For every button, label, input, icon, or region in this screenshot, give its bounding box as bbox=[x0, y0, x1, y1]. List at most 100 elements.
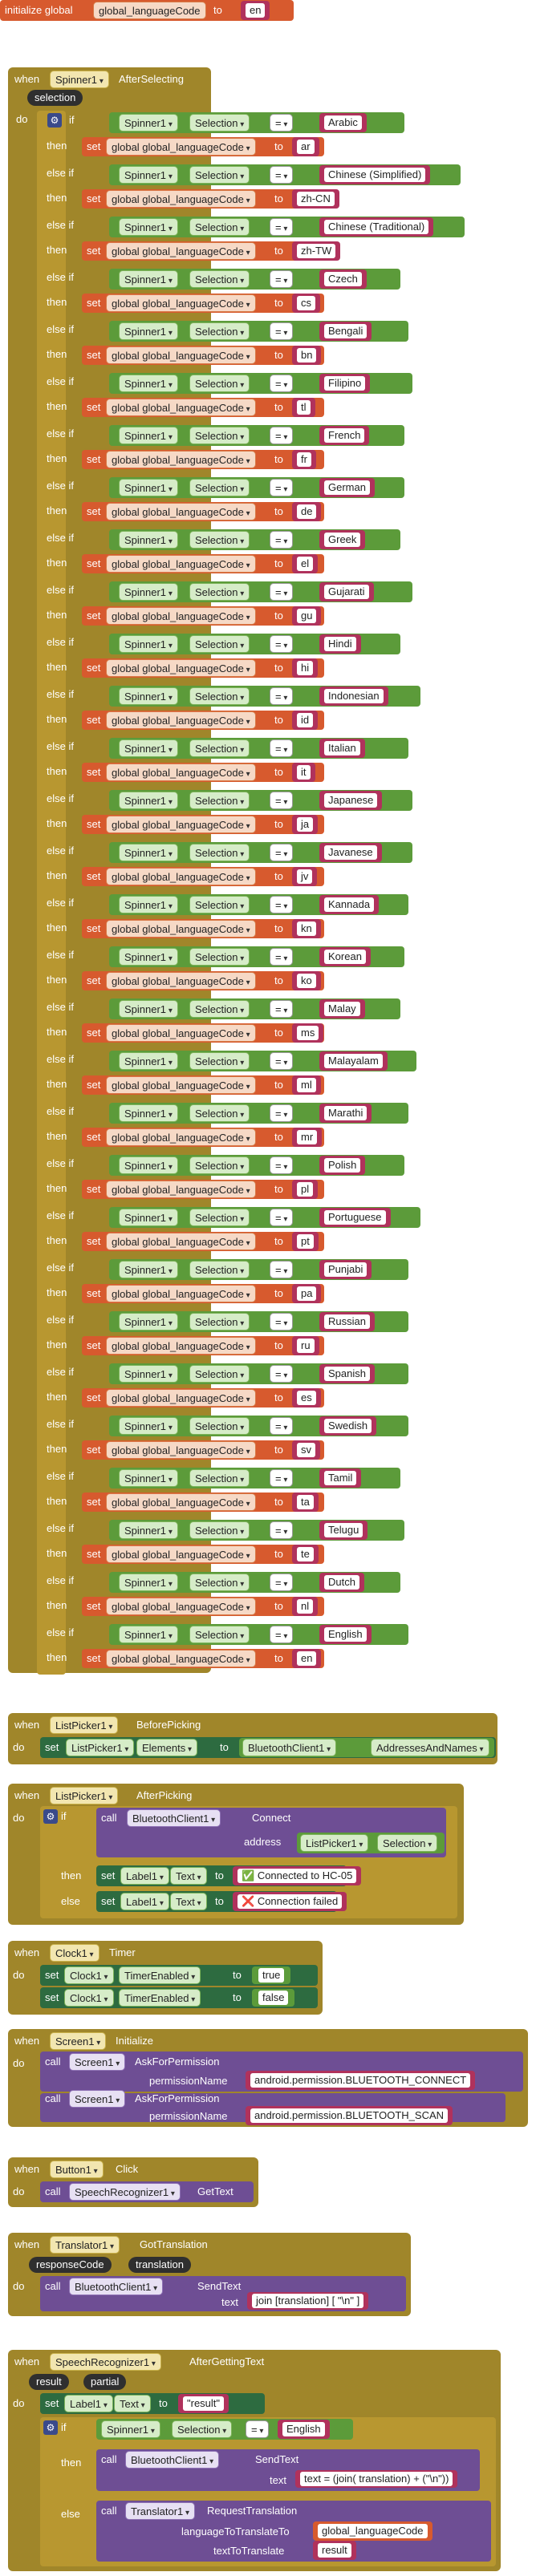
set-language-code-block[interactable]: set global global_languageCode to ml bbox=[82, 1075, 324, 1095]
set-language-code-block[interactable]: set global global_languageCode to pa bbox=[82, 1284, 324, 1303]
set-language-code-block[interactable]: set global global_languageCode to gu bbox=[82, 606, 324, 626]
equals-operator-dropdown[interactable]: = bbox=[270, 687, 294, 705]
set-language-code-block[interactable]: set global global_languageCode to en bbox=[82, 1649, 324, 1668]
language-code-text[interactable]: it bbox=[297, 765, 311, 780]
compare-spinner-condition[interactable]: Spinner1 Selection = French bbox=[109, 425, 404, 446]
language-name-text[interactable]: Malay bbox=[324, 1002, 360, 1016]
set-language-code-block[interactable]: set global global_languageCode to ta bbox=[82, 1493, 324, 1512]
ask-permission-scan-call[interactable]: call Screen1 AskForPermission permission… bbox=[40, 2090, 506, 2125]
selection-property-dropdown[interactable]: Selection bbox=[189, 270, 250, 288]
language-name-text[interactable]: Japanese bbox=[324, 793, 378, 808]
speech-gettext-call[interactable]: call SpeechRecognizer1 GetText bbox=[40, 2181, 254, 2202]
speech-aftergettingtext-event[interactable]: when SpeechRecognizer1 AfterGettingText … bbox=[8, 2350, 501, 2571]
spinner-dropdown[interactable]: Spinner1 bbox=[119, 427, 178, 444]
language-code-string[interactable]: ko bbox=[292, 971, 321, 990]
set-language-code-block[interactable]: set global global_languageCode to de bbox=[82, 502, 324, 521]
bluetooth-component-dropdown[interactable]: BluetoothClient1 bbox=[242, 1739, 337, 1756]
spinner-dropdown[interactable]: Spinner1 bbox=[119, 896, 178, 913]
selection-property-dropdown[interactable]: Selection bbox=[189, 1156, 250, 1174]
compare-spinner-condition[interactable]: Spinner1 Selection = Swedish bbox=[109, 1416, 408, 1436]
language-code-text[interactable]: ta bbox=[297, 1495, 314, 1509]
if-else-block[interactable]: ⚙ if Spinner1 Selection = English then c… bbox=[40, 2417, 496, 2566]
compare-spinner-condition[interactable]: Spinner1 Selection = Indonesian bbox=[109, 686, 420, 707]
language-name-string[interactable]: Telugu bbox=[319, 1521, 368, 1540]
spinner-dropdown[interactable]: Spinner1 bbox=[119, 479, 178, 496]
equals-operator-dropdown[interactable]: = bbox=[270, 1521, 294, 1539]
compare-spinner-condition[interactable]: Spinner1 Selection = English bbox=[109, 1624, 408, 1645]
language-code-string[interactable]: pt bbox=[292, 1232, 319, 1251]
language-name-string[interactable]: Malayalam bbox=[319, 1051, 388, 1071]
language-code-string[interactable]: fr bbox=[292, 450, 316, 469]
variable-dropdown[interactable]: global global_languageCode bbox=[106, 607, 256, 625]
set-language-code-block[interactable]: set global global_languageCode to id bbox=[82, 711, 324, 730]
property-dropdown[interactable]: Elements bbox=[136, 1739, 198, 1756]
spinner-dropdown[interactable]: Spinner1 bbox=[119, 1365, 178, 1383]
selection-property-dropdown[interactable]: Selection bbox=[189, 531, 250, 549]
language-code-text[interactable]: el bbox=[297, 557, 314, 571]
variable-dropdown[interactable]: global global_languageCode bbox=[106, 138, 256, 156]
spinner-component-dropdown[interactable]: Spinner1 bbox=[50, 71, 109, 88]
language-name-string[interactable]: Italian bbox=[319, 739, 365, 758]
connected-string[interactable]: ✅ Connected to HC-05 bbox=[233, 1866, 362, 1885]
if-elseif-block[interactable] bbox=[37, 111, 66, 1675]
language-name-text[interactable]: Chinese (Simplified) bbox=[324, 168, 426, 182]
variable-dropdown[interactable]: global global_languageCode bbox=[106, 711, 256, 729]
english-string[interactable]: English bbox=[278, 2420, 330, 2439]
compare-spinner-condition[interactable]: Spinner1 Selection = Chinese (Simplified) bbox=[109, 164, 461, 185]
variable-dropdown[interactable]: global global_languageCode bbox=[106, 190, 256, 208]
language-code-string[interactable]: ar bbox=[292, 137, 319, 156]
variable-dropdown[interactable]: global global_languageCode bbox=[106, 763, 256, 781]
language-name-string[interactable]: Arabic bbox=[319, 113, 367, 132]
set-language-code-block[interactable]: set global global_languageCode to nl bbox=[82, 1597, 324, 1616]
listpicker-component-dropdown[interactable]: ListPicker1 bbox=[50, 1716, 119, 1734]
selection-property-dropdown[interactable]: Selection bbox=[172, 2420, 233, 2438]
spinner-dropdown[interactable]: Spinner1 bbox=[119, 1156, 178, 1174]
bluetooth-target-dropdown[interactable]: BluetoothClient1 bbox=[69, 2278, 164, 2295]
set-language-code-block[interactable]: set global global_languageCode to es bbox=[82, 1388, 324, 1407]
language-name-text[interactable]: Russian bbox=[324, 1314, 370, 1329]
clock-target-dropdown[interactable]: Clock1 bbox=[64, 1989, 114, 2007]
spinner-dropdown[interactable]: Spinner1 bbox=[119, 1209, 178, 1226]
addresses-property-dropdown[interactable]: AddressesAndNames bbox=[371, 1739, 489, 1756]
equals-operator-dropdown[interactable]: = bbox=[270, 114, 294, 132]
language-name-string[interactable]: Filipino bbox=[319, 374, 371, 393]
selection-property-dropdown[interactable]: Selection bbox=[189, 218, 250, 236]
spinner-dropdown[interactable]: Spinner1 bbox=[119, 1469, 178, 1487]
language-name-text[interactable]: English bbox=[324, 1627, 367, 1642]
compare-spinner-condition[interactable]: Spinner1 Selection = Malay bbox=[109, 998, 400, 1019]
spinner-dropdown[interactable]: Spinner1 bbox=[119, 1417, 178, 1435]
equals-operator-dropdown[interactable]: = bbox=[270, 1574, 294, 1591]
language-code-text[interactable]: id bbox=[297, 713, 314, 727]
target-component-dropdown[interactable]: ListPicker1 bbox=[66, 1739, 135, 1756]
language-code-text[interactable]: gu bbox=[297, 609, 317, 623]
language-name-text[interactable]: Chinese (Traditional) bbox=[324, 220, 429, 234]
language-code-text[interactable]: ml bbox=[297, 1078, 316, 1092]
bluetooth-sendtext-call[interactable]: call BluetoothClient1 SendText text join… bbox=[40, 2276, 406, 2311]
set-language-code-block[interactable]: set global global_languageCode to pt bbox=[82, 1232, 324, 1251]
set-language-code-block[interactable]: set global global_languageCode to ar bbox=[82, 137, 324, 156]
set-timer-enabled-false[interactable]: set Clock1 TimerEnabled to false bbox=[40, 1987, 318, 2008]
set-label-text-failed[interactable]: set Label1 Text to ❌ Connection failed bbox=[96, 1891, 347, 1912]
equals-operator-dropdown[interactable]: = bbox=[270, 1209, 294, 1226]
equals-operator-dropdown[interactable]: = bbox=[270, 583, 294, 601]
selection-param[interactable]: selection bbox=[27, 90, 83, 106]
compare-spinner-condition[interactable]: Spinner1 Selection = Greek bbox=[109, 529, 400, 550]
language-name-string[interactable]: Japanese bbox=[319, 791, 383, 810]
timerenabled-property-dropdown[interactable]: TimerEnabled bbox=[119, 1989, 201, 2007]
translator-gottranslation-event[interactable]: when Translator1 GotTranslation response… bbox=[8, 2233, 411, 2316]
selection-property-dropdown[interactable]: Selection bbox=[189, 1469, 250, 1487]
compare-spinner-condition[interactable]: Spinner1 Selection = Malayalam bbox=[109, 1051, 416, 1071]
spinner-dropdown[interactable]: Spinner1 bbox=[119, 1052, 178, 1070]
permission-connect-string[interactable]: android.permission.BLUETOOTH_CONNECT bbox=[246, 2071, 476, 2090]
language-name-string[interactable]: Korean bbox=[319, 947, 371, 966]
language-code-string[interactable]: te bbox=[292, 1545, 319, 1564]
language-name-text[interactable]: Spanish bbox=[324, 1367, 370, 1381]
equals-operator-dropdown[interactable]: = bbox=[270, 270, 294, 288]
compare-spinner-condition[interactable]: Spinner1 Selection = Spanish bbox=[109, 1363, 408, 1384]
translator-component-dropdown[interactable]: Translator1 bbox=[50, 2236, 120, 2254]
spinner-dropdown[interactable]: Spinner1 bbox=[119, 531, 178, 549]
selection-property-dropdown[interactable]: Selection bbox=[189, 583, 250, 601]
spinner-dropdown[interactable]: Spinner1 bbox=[119, 114, 178, 132]
language-name-string[interactable]: Kannada bbox=[319, 895, 380, 914]
equals-operator-dropdown[interactable]: = bbox=[270, 1365, 294, 1383]
